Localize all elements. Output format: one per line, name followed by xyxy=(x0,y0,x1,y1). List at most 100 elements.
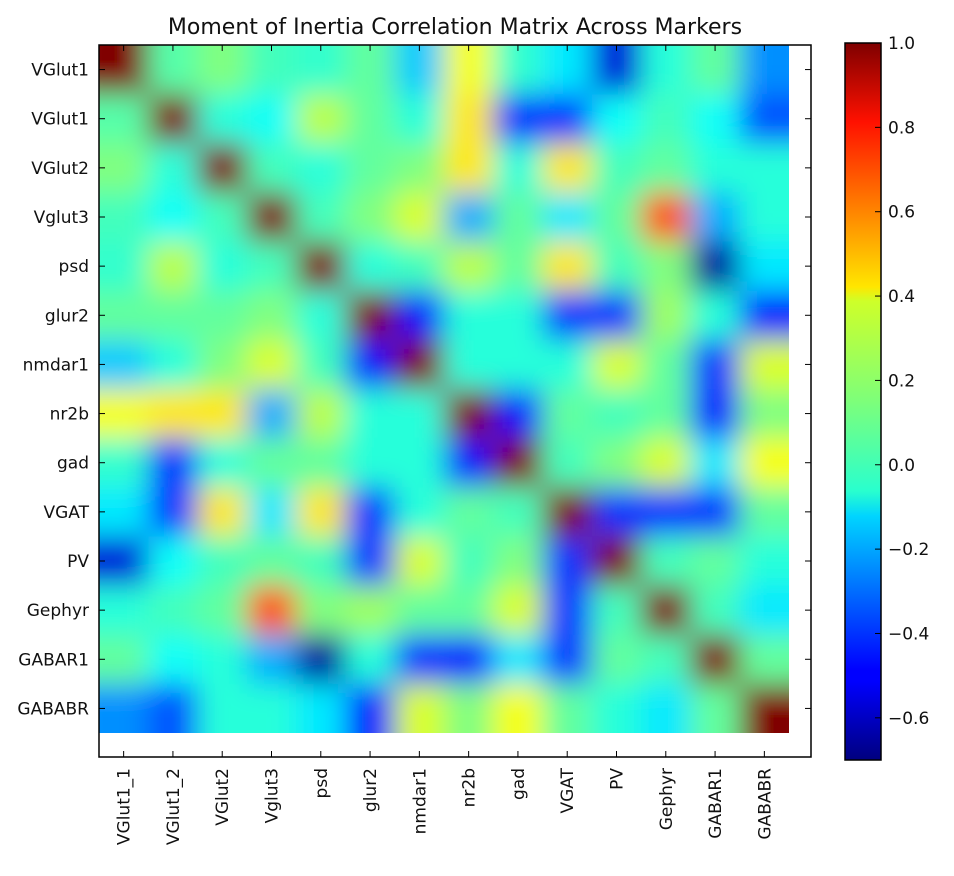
heatmap-cell xyxy=(246,634,297,685)
heatmap-cell xyxy=(296,585,347,636)
heatmap-cell xyxy=(148,94,199,144)
colorbar-tick-label: 0.0 xyxy=(888,456,915,476)
y-tick-label: psd xyxy=(59,257,89,277)
heatmap-cell xyxy=(197,438,248,488)
heatmap-cell xyxy=(99,94,149,144)
heatmap-cell xyxy=(690,45,741,95)
heatmap-cell xyxy=(246,241,297,292)
heatmap-cell xyxy=(394,290,445,341)
heatmap-cells xyxy=(99,45,789,733)
heatmap-cell xyxy=(148,339,199,390)
heatmap-cell xyxy=(296,487,347,538)
heatmap-cell xyxy=(246,536,297,587)
heatmap-cell xyxy=(591,536,642,587)
heatmap-cell xyxy=(246,143,297,194)
x-tick-label: GABAR1 xyxy=(706,768,726,839)
heatmap-cell xyxy=(739,45,789,95)
heatmap-cell xyxy=(739,192,789,243)
heatmap-cell xyxy=(739,143,789,194)
heatmap-cell xyxy=(739,683,789,733)
heatmap-cell xyxy=(394,683,445,733)
heatmap-cell xyxy=(345,536,396,587)
heatmap-cell xyxy=(246,683,297,733)
y-tick-label: VGlut1 xyxy=(31,110,89,130)
heatmap-cell xyxy=(690,94,741,144)
x-tick-label: gad xyxy=(509,768,529,800)
heatmap-cell xyxy=(444,241,494,292)
heatmap-cell xyxy=(394,634,445,685)
y-tick-label: Gephyr xyxy=(27,601,89,621)
heatmap-cell xyxy=(197,45,248,95)
x-tick-label: VGlut2 xyxy=(213,768,233,826)
heatmap-cell xyxy=(591,438,642,488)
colorbar-tick-label: −0.4 xyxy=(888,624,929,644)
heatmap-cell xyxy=(197,487,248,538)
heatmap-cell xyxy=(246,585,297,636)
heatmap-cell xyxy=(641,634,692,685)
heatmap-cell xyxy=(542,290,593,341)
heatmap-frame xyxy=(98,44,812,758)
colorbar-tick-label: 0.4 xyxy=(888,287,915,307)
heatmap-cell xyxy=(591,94,642,144)
x-tick-label: GABABR xyxy=(755,768,775,840)
heatmap-cell xyxy=(296,389,347,439)
heatmap-cell xyxy=(99,192,149,243)
heatmap-cell xyxy=(591,290,642,341)
heatmap-cell xyxy=(99,536,149,587)
heatmap-cell xyxy=(444,94,494,144)
heatmap-cell xyxy=(394,45,445,95)
heatmap-cell xyxy=(345,585,396,636)
heatmap-cell xyxy=(444,290,494,341)
heatmap-cell xyxy=(641,683,692,733)
heatmap-cell xyxy=(296,634,347,685)
heatmap-cell xyxy=(394,241,445,292)
heatmap-cell xyxy=(542,683,593,733)
heatmap-cell xyxy=(246,438,297,488)
colorbar-tick-label: 1.0 xyxy=(888,34,915,54)
heatmap-cell xyxy=(690,339,741,390)
x-tick-label: PV xyxy=(608,768,628,790)
heatmap-cell xyxy=(148,438,199,488)
y-tick-label: nmdar1 xyxy=(23,355,89,375)
heatmap-cell xyxy=(493,339,544,390)
heatmap-cell xyxy=(493,94,544,144)
y-tick-label: VGAT xyxy=(44,503,90,523)
heatmap-cell xyxy=(542,339,593,390)
heatmap-cell xyxy=(690,536,741,587)
colorbar xyxy=(844,42,882,761)
heatmap-cell xyxy=(444,634,494,685)
heatmap-cell xyxy=(246,290,297,341)
heatmap-cell xyxy=(739,339,789,390)
chart-title: Moment of Inertia Correlation Matrix Acr… xyxy=(168,15,742,40)
heatmap-cell xyxy=(739,94,789,144)
x-tick-label: nmdar1 xyxy=(410,768,430,834)
heatmap-cell xyxy=(542,241,593,292)
heatmap-cell xyxy=(641,536,692,587)
heatmap-cell xyxy=(394,339,445,390)
heatmap-cell xyxy=(394,94,445,144)
heatmap-cell xyxy=(345,389,396,439)
y-tick-label: Vglut3 xyxy=(34,208,89,228)
heatmap-cell xyxy=(542,487,593,538)
heatmap-cell xyxy=(739,290,789,341)
heatmap-cell xyxy=(444,45,494,95)
heatmap-cell xyxy=(542,94,593,144)
heatmap-cell xyxy=(296,339,347,390)
heatmap-cell xyxy=(542,634,593,685)
colorbar-tick-label: 0.8 xyxy=(888,118,915,138)
heatmap-cell xyxy=(591,339,642,390)
heatmap-cell xyxy=(591,683,642,733)
x-tick-label: VGlut1_1 xyxy=(115,768,135,845)
heatmap-cell xyxy=(345,45,396,95)
y-tick-label: gad xyxy=(57,454,89,474)
heatmap-cell xyxy=(148,683,199,733)
heatmap-cell xyxy=(296,290,347,341)
heatmap-cell xyxy=(99,585,149,636)
heatmap-cell xyxy=(246,192,297,243)
heatmap-cell xyxy=(690,634,741,685)
heatmap-cell xyxy=(641,438,692,488)
x-tick-label: VGAT xyxy=(558,767,578,813)
heatmap-cell xyxy=(99,143,149,194)
heatmap-cell xyxy=(690,487,741,538)
x-tick-label: VGlut1_2 xyxy=(164,768,184,845)
